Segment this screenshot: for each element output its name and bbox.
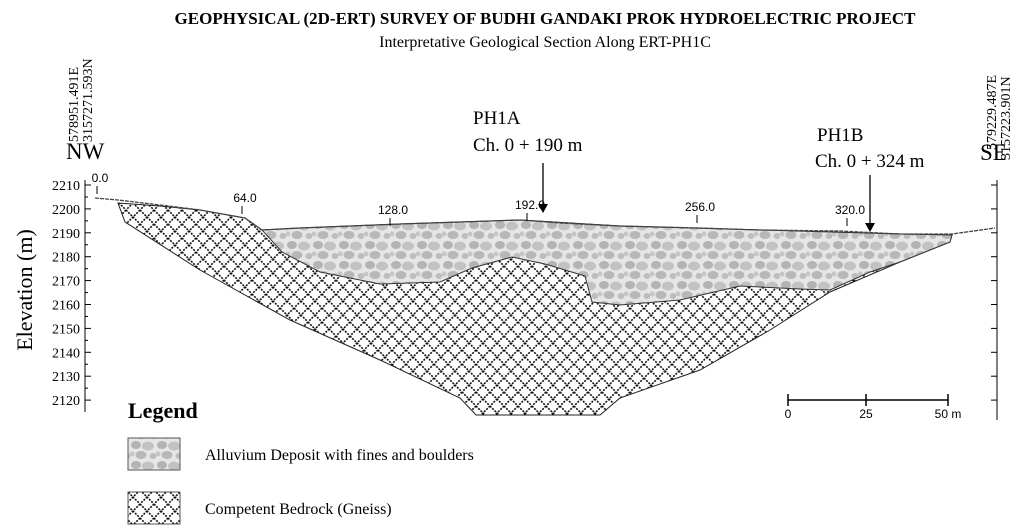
title: GEOPHYSICAL (2D-ERT) SURVEY OF BUDHI GAN…: [175, 9, 917, 28]
easting: 579229.487E: [985, 75, 1000, 150]
legend-title: Legend: [128, 398, 198, 423]
chainage-label: 128.0: [378, 203, 408, 217]
scale-label: 0: [785, 407, 792, 421]
chainage-label: 64.0: [233, 191, 257, 205]
y-axis-label: Elevation (m): [12, 229, 37, 351]
arrow-head: [865, 223, 875, 232]
section-diagram: GEOPHYSICAL (2D-ERT) SURVEY OF BUDHI GAN…: [0, 0, 1014, 526]
marker-chainage: Ch. 0 + 190 m: [473, 135, 583, 156]
y-tick-label: 2150: [52, 322, 80, 337]
y-tick-label: 2120: [52, 394, 80, 409]
legend-label: Competent Bedrock (Gneiss): [205, 501, 392, 518]
y-tick-label: 2170: [52, 275, 80, 290]
direction: NW: [66, 139, 105, 164]
y-tick-label: 2140: [52, 346, 80, 361]
marker-name: PH1B: [817, 125, 863, 146]
scale-label: 50 m: [935, 407, 962, 421]
y-tick-label: 2160: [52, 299, 80, 314]
marker-name: PH1A: [473, 108, 521, 129]
chainage-label: 0.0: [92, 171, 109, 185]
chainage-label: 320.0: [835, 203, 865, 217]
northing: 3157271.593N: [81, 58, 96, 142]
direction: SE: [980, 140, 1007, 165]
y-tick-label: 2200: [52, 203, 80, 218]
y-tick-label: 2130: [52, 370, 80, 385]
subtitle: Interpretative Geological Section Along …: [379, 34, 711, 51]
marker-chainage: Ch. 0 + 324 m: [815, 151, 925, 172]
y-tick-label: 2180: [52, 251, 80, 266]
chainage-label: 256.0: [685, 200, 715, 214]
y-tick-label: 2210: [52, 179, 80, 194]
y-tick-label: 2190: [52, 227, 80, 242]
legend-label: Alluvium Deposit with fines and boulders: [205, 447, 474, 464]
scale-label: 25: [859, 407, 873, 421]
legend-swatch: [128, 438, 180, 470]
legend-swatch: [128, 492, 180, 524]
chainage-label: 192.0: [515, 198, 545, 212]
easting: 578951.491E: [67, 67, 82, 142]
